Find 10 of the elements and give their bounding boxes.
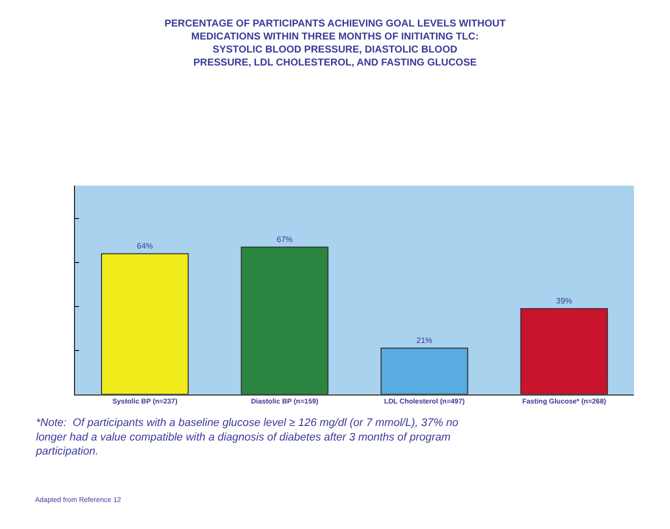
bar	[240, 246, 328, 394]
data-label: 39%	[556, 296, 572, 306]
bar	[520, 308, 608, 394]
bar	[380, 348, 468, 394]
data-label: 67%	[276, 235, 293, 244]
chart-title: PERCENTAGE OF PARTICIPANTS ACHIEVING GOAL LEVELS WITHOUT MEDICATIONS WITHIN THREE MONTHS OF INITIATING TLC: SYSTOLIC BLOOD PRESSURE, DIASTOLIC BLOOD PRESSURE, LDL CHOLESTEROL, AND FASTING GLUCOSE	[164, 18, 506, 68]
data-label: 21%	[416, 336, 432, 346]
bar	[101, 253, 189, 394]
data-label: 64%	[136, 242, 153, 251]
text: *Note: Of participants with a baseline glucose level ≥ 126 mg/dl (or 7 mmol/L), 37% no longer had a value compatible with a diagnosis of diabetes after 3 months of program participation.	[35, 417, 458, 458]
